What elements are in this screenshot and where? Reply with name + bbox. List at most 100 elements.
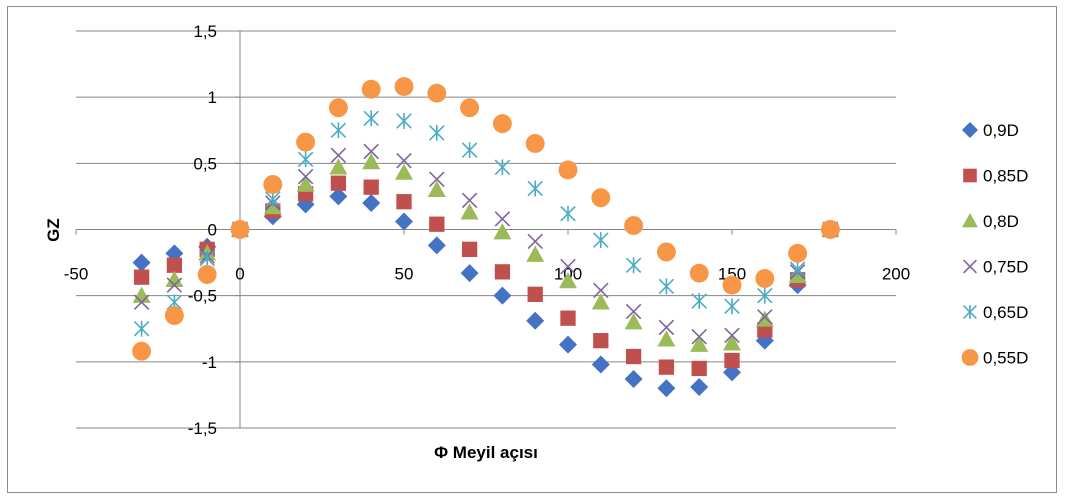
data-point <box>199 250 215 267</box>
x-tick-label: 50 <box>395 265 414 284</box>
data-point <box>723 334 741 351</box>
data-point <box>526 311 545 330</box>
x-tick-label: -50 <box>64 265 89 284</box>
data-point <box>197 265 217 284</box>
legend-item: 0,55D <box>961 349 1028 368</box>
legend-marker <box>962 122 978 138</box>
legend-item: 0,65D <box>963 303 1028 322</box>
data-point <box>296 175 315 192</box>
data-point <box>593 232 609 249</box>
data-point <box>527 180 543 197</box>
data-point <box>133 294 150 311</box>
data-point <box>658 278 675 295</box>
data-point <box>560 205 576 222</box>
data-point <box>429 124 445 141</box>
y-tick-label: 1,5 <box>193 22 217 41</box>
data-point <box>624 313 643 330</box>
data-point <box>429 216 445 232</box>
data-point <box>658 319 675 336</box>
data-point <box>362 153 381 170</box>
y-tick-label: -0,5 <box>188 287 217 306</box>
legend-marker <box>962 213 978 228</box>
data-point <box>724 352 740 369</box>
x-tick-label: 0 <box>235 265 244 284</box>
data-point <box>755 310 774 327</box>
data-point <box>330 175 347 191</box>
data-point <box>395 163 413 180</box>
data-point <box>724 298 740 315</box>
y-axis-title: GZ <box>44 218 63 242</box>
tick-labels: -1,5-1-0,500,511,5-50050100150200 <box>64 22 910 438</box>
x-axis-title: Φ Meyil açısı <box>434 443 538 462</box>
data-point <box>560 310 576 326</box>
series-3 <box>132 153 840 352</box>
data-point <box>722 275 742 295</box>
series-5 <box>133 110 839 337</box>
data-point <box>363 179 379 195</box>
data-point <box>427 83 447 103</box>
data-point <box>361 79 381 99</box>
data-point <box>525 134 545 153</box>
data-point <box>460 98 480 118</box>
legend-label: 0,85D <box>983 167 1028 186</box>
data-point <box>527 233 543 250</box>
y-tick-label: 0 <box>208 221 217 240</box>
data-point <box>133 320 150 337</box>
data-point <box>329 158 348 175</box>
data-point <box>132 286 151 303</box>
data-point <box>755 269 775 288</box>
data-point <box>657 330 676 347</box>
data-point <box>329 187 348 206</box>
gridlines <box>76 30 896 429</box>
data-point <box>691 293 707 309</box>
data-point <box>593 333 609 349</box>
data-point <box>132 253 151 272</box>
data-point <box>559 335 577 354</box>
legend-label: 0,75D <box>983 258 1028 277</box>
data-point <box>133 269 150 285</box>
data-point <box>789 261 806 278</box>
data-point <box>820 220 840 239</box>
data-point <box>263 175 283 194</box>
data-point <box>625 303 642 320</box>
data-point <box>757 309 773 325</box>
data-point <box>494 159 511 176</box>
data-point <box>493 286 512 305</box>
data-point <box>526 245 545 262</box>
data-point <box>165 270 184 287</box>
data-point <box>330 122 347 139</box>
x-tick-label: 150 <box>718 265 746 284</box>
data-point <box>328 98 348 118</box>
data-point <box>624 370 643 389</box>
legend-item: 0,9D <box>962 121 1019 140</box>
legend-label: 0,9D <box>983 121 1019 140</box>
data-point <box>363 143 379 160</box>
legend-marker <box>963 259 977 274</box>
data-point <box>132 341 152 361</box>
data-point <box>494 264 511 280</box>
data-point <box>625 257 642 274</box>
data-point <box>297 168 314 185</box>
legend-label: 0,8D <box>983 212 1019 231</box>
data-point <box>691 360 707 377</box>
legend-label: 0,55D <box>983 349 1028 368</box>
data-point <box>691 328 707 345</box>
data-point <box>164 306 184 325</box>
legend: 0,9D 0,85D 0,8D 0,75D 0,65D 0,55D <box>961 121 1028 368</box>
data-point <box>330 147 347 164</box>
data-series <box>132 77 840 398</box>
data-point <box>427 180 446 197</box>
legend-marker <box>963 168 977 183</box>
data-point <box>396 152 412 169</box>
y-tick-label: -1,5 <box>188 419 217 438</box>
data-point <box>757 287 773 304</box>
data-point <box>724 327 740 344</box>
data-point <box>625 348 642 365</box>
data-point <box>593 282 609 299</box>
data-point <box>689 263 709 283</box>
data-point <box>494 211 511 227</box>
legend-item: 0,75D <box>963 258 1028 277</box>
legend-label: 0,65D <box>983 303 1028 322</box>
data-point <box>363 110 379 127</box>
